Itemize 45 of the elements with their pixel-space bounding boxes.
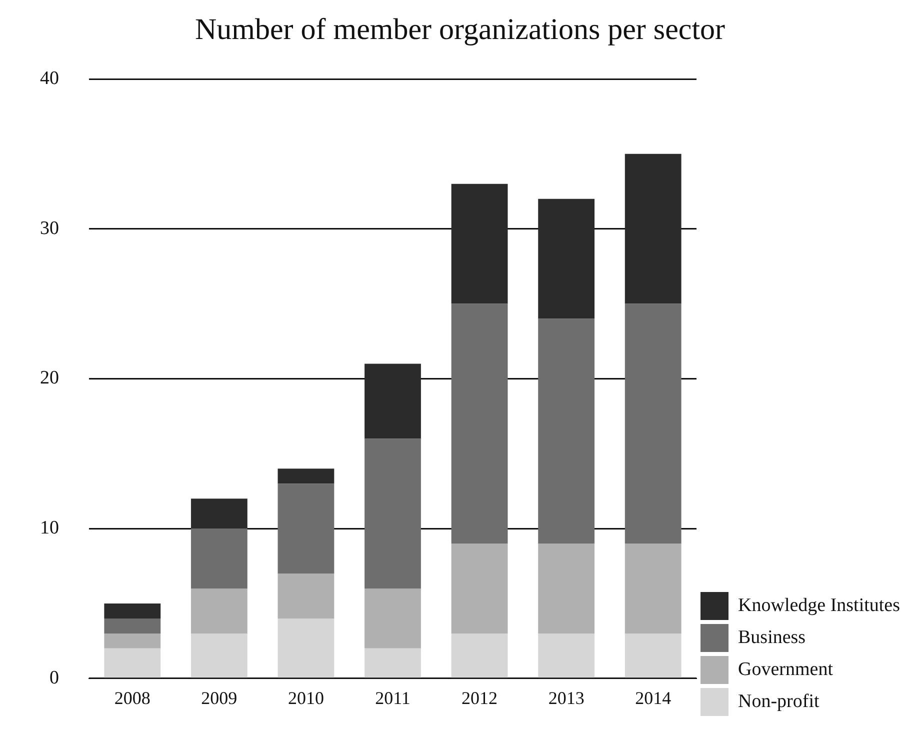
bar — [104, 603, 161, 618]
bar — [624, 633, 682, 678]
bar — [364, 438, 421, 588]
bar — [190, 528, 248, 588]
y-tick-label: 30 — [40, 218, 59, 239]
bar — [364, 364, 421, 439]
y-tick-label: 10 — [40, 518, 59, 539]
x-tick-label: 2011 — [375, 688, 410, 708]
bar — [104, 648, 161, 678]
bar — [451, 304, 508, 544]
bar — [190, 633, 248, 678]
bar — [451, 184, 508, 304]
bar — [538, 198, 595, 319]
bar — [278, 484, 334, 574]
y-tick-label: 0 — [50, 667, 59, 688]
bar — [451, 544, 508, 634]
x-tick-label: 2010 — [288, 688, 324, 708]
bar — [278, 574, 334, 618]
chart-title: Number of member organizations per sector — [194, 12, 726, 46]
bar — [278, 618, 334, 678]
bar — [624, 154, 682, 304]
bar — [104, 633, 161, 648]
bar — [364, 588, 421, 648]
legend-label: Knowledge Institutes — [738, 594, 900, 616]
bar — [538, 318, 595, 544]
bar — [278, 468, 334, 484]
y-tick-label: 40 — [40, 68, 59, 89]
bar — [538, 633, 595, 678]
bar — [451, 633, 508, 678]
bar — [624, 544, 682, 634]
bar — [104, 618, 161, 634]
bar — [190, 588, 248, 634]
legend-label: Government — [738, 658, 834, 680]
bar — [624, 304, 682, 544]
y-tick-label: 20 — [40, 368, 59, 389]
x-tick-label: 2014 — [635, 688, 672, 708]
bar — [538, 544, 595, 634]
bar — [364, 648, 421, 678]
bar — [190, 498, 248, 529]
x-tick-label: 2013 — [548, 688, 584, 708]
x-tick-label: 2009 — [201, 688, 238, 708]
x-tick-label: 2012 — [462, 688, 498, 708]
legend-label: Business — [738, 626, 806, 648]
legend-label: Non-profit — [738, 690, 820, 712]
x-tick-label: 2008 — [114, 688, 150, 708]
